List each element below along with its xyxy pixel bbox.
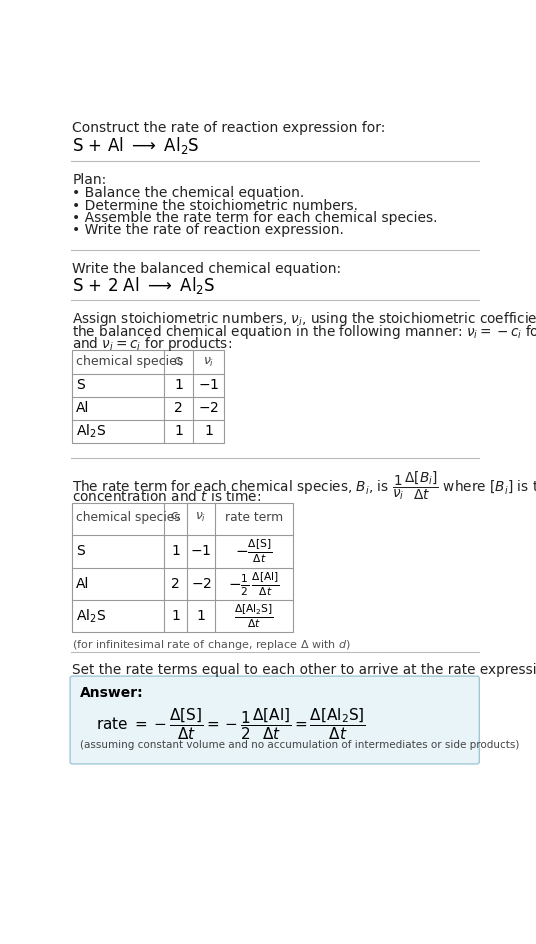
Text: 1: 1	[174, 424, 183, 438]
Text: S: S	[76, 545, 85, 559]
Text: • Write the rate of reaction expression.: • Write the rate of reaction expression.	[72, 224, 344, 237]
Text: Al$_2$S: Al$_2$S	[76, 607, 106, 625]
Text: $c_i$: $c_i$	[170, 511, 181, 524]
Text: $-\frac{\Delta[\mathrm{S}]}{\Delta t}$: $-\frac{\Delta[\mathrm{S}]}{\Delta t}$	[235, 537, 272, 565]
Text: 1: 1	[171, 609, 180, 623]
FancyBboxPatch shape	[70, 676, 479, 764]
Text: $-1$: $-1$	[198, 379, 219, 392]
Text: Al: Al	[76, 577, 90, 591]
Text: S + Al $\longrightarrow$ Al$_2$S: S + Al $\longrightarrow$ Al$_2$S	[72, 135, 200, 156]
Text: $\nu_i$: $\nu_i$	[203, 356, 214, 368]
Text: rate term: rate term	[225, 511, 283, 524]
Text: $-\frac{1}{2}\,\frac{\Delta[\mathrm{Al}]}{\Delta t}$: $-\frac{1}{2}\,\frac{\Delta[\mathrm{Al}]…	[228, 570, 280, 598]
Text: Write the balanced chemical equation:: Write the balanced chemical equation:	[72, 261, 341, 276]
Text: • Balance the chemical equation.: • Balance the chemical equation.	[72, 186, 304, 200]
Text: Al$_2$S: Al$_2$S	[76, 423, 106, 440]
Text: • Assemble the rate term for each chemical species.: • Assemble the rate term for each chemic…	[72, 211, 438, 225]
Text: (for infinitesimal rate of change, replace $\Delta$ with $d$): (for infinitesimal rate of change, repla…	[72, 638, 351, 652]
Text: 1: 1	[204, 424, 213, 438]
Text: 2: 2	[171, 577, 180, 591]
Bar	[72, 350, 225, 443]
Text: 2: 2	[174, 401, 183, 415]
Text: $-2$: $-2$	[191, 577, 212, 591]
Text: S: S	[76, 379, 85, 392]
Text: • Determine the stoichiometric numbers.: • Determine the stoichiometric numbers.	[72, 199, 359, 212]
Text: Answer:: Answer:	[80, 686, 144, 700]
Text: $-1$: $-1$	[190, 545, 212, 559]
Bar	[72, 503, 293, 632]
Text: The rate term for each chemical species, $B_i$, is $\dfrac{1}{\nu_i}\dfrac{\Delt: The rate term for each chemical species,…	[72, 469, 536, 501]
Text: Set the rate terms equal to each other to arrive at the rate expression:: Set the rate terms equal to each other t…	[72, 663, 536, 677]
Text: $-2$: $-2$	[198, 401, 219, 415]
Text: S + 2 Al $\longrightarrow$ Al$_2$S: S + 2 Al $\longrightarrow$ Al$_2$S	[72, 275, 216, 296]
Text: 1: 1	[174, 379, 183, 392]
Text: the balanced chemical equation in the following manner: $\nu_i = -c_i$ for react: the balanced chemical equation in the fo…	[72, 323, 536, 341]
Text: $\nu_i$: $\nu_i$	[196, 511, 207, 524]
Text: and $\nu_i = c_i$ for products:: and $\nu_i = c_i$ for products:	[72, 335, 233, 353]
Text: $c_i$: $c_i$	[173, 356, 184, 368]
Text: Construct the rate of reaction expression for:: Construct the rate of reaction expressio…	[72, 121, 386, 135]
Text: rate $= -\dfrac{\Delta[\mathrm{S}]}{\Delta t} = -\dfrac{1}{2}\dfrac{\Delta[\math: rate $= -\dfrac{\Delta[\mathrm{S}]}{\Del…	[95, 706, 366, 742]
Text: Plan:: Plan:	[72, 174, 107, 187]
Text: 1: 1	[171, 545, 180, 559]
Text: chemical species: chemical species	[76, 511, 181, 524]
Text: concentration and $t$ is time:: concentration and $t$ is time:	[72, 489, 262, 504]
Text: 1: 1	[197, 609, 205, 623]
Text: Al: Al	[76, 401, 90, 415]
Text: $\frac{\Delta[\mathrm{Al_2S}]}{\Delta t}$: $\frac{\Delta[\mathrm{Al_2S}]}{\Delta t}…	[234, 602, 274, 630]
Text: (assuming constant volume and no accumulation of intermediates or side products): (assuming constant volume and no accumul…	[80, 740, 519, 750]
Text: chemical species: chemical species	[76, 356, 184, 368]
Text: Assign stoichiometric numbers, $\nu_i$, using the stoichiometric coefficients, $: Assign stoichiometric numbers, $\nu_i$, …	[72, 311, 536, 329]
